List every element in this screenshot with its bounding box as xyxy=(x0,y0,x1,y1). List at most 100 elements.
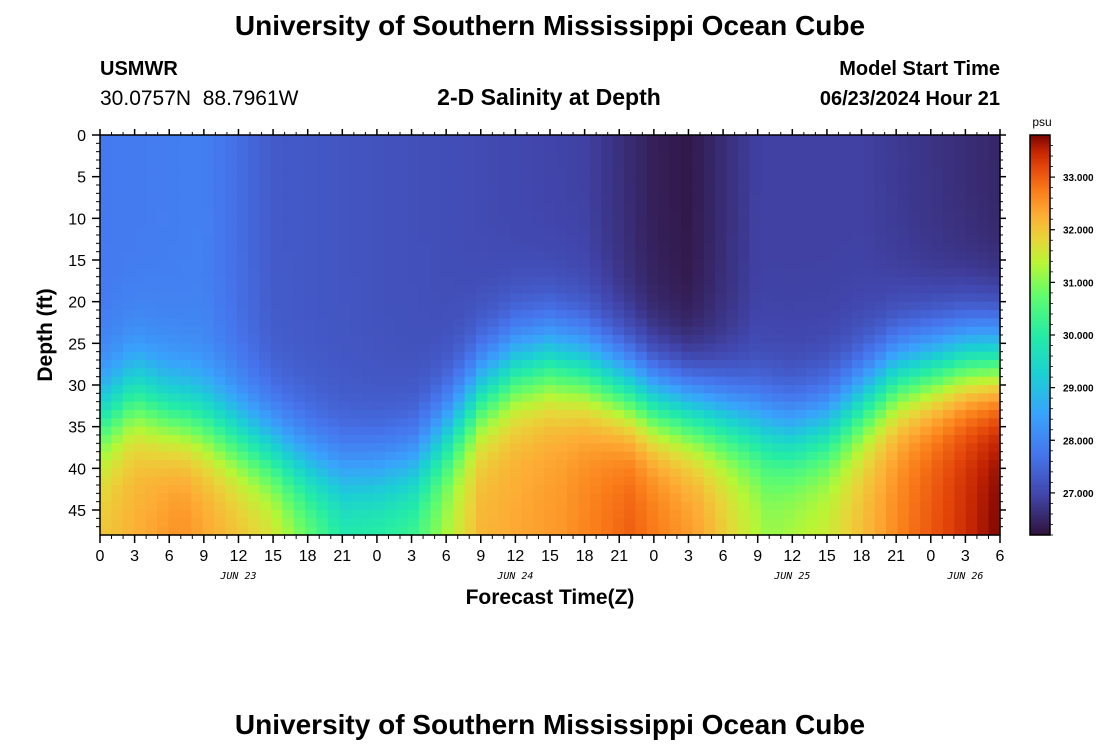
heat-cell xyxy=(977,468,990,478)
heat-cell xyxy=(772,168,785,178)
heat-cell xyxy=(760,185,773,194)
heat-cell xyxy=(601,143,614,153)
heat-cell xyxy=(122,193,135,203)
heat-cell xyxy=(567,293,580,303)
heat-cell xyxy=(658,401,671,411)
heat-cell xyxy=(510,360,523,369)
heat-cell xyxy=(908,143,921,153)
heat-cell xyxy=(794,301,807,311)
heat-cell xyxy=(111,276,124,286)
heat-cell xyxy=(145,260,158,269)
heat-cell xyxy=(624,468,637,478)
heat-cell xyxy=(270,243,283,253)
heat-cell xyxy=(191,335,204,344)
heat-cell xyxy=(646,176,659,186)
heat-cell xyxy=(282,326,295,336)
heat-cell xyxy=(430,385,443,394)
heat-cell xyxy=(840,401,853,411)
heat-cell xyxy=(327,426,340,436)
heat-cell xyxy=(578,235,591,244)
heat-cell xyxy=(384,426,397,436)
heat-cell xyxy=(270,476,283,486)
heat-cell xyxy=(122,235,135,244)
heat-cell xyxy=(191,210,204,219)
heat-cell xyxy=(749,318,762,328)
heat-cell xyxy=(521,385,534,394)
heat-cell xyxy=(213,343,226,353)
heat-cell xyxy=(703,151,716,161)
heat-cell xyxy=(760,385,773,394)
heat-cell xyxy=(430,376,443,386)
heat-cell xyxy=(453,135,466,144)
heat-cell xyxy=(772,435,785,444)
heat-cell xyxy=(874,285,887,294)
heat-cell xyxy=(772,310,785,319)
heat-cell xyxy=(578,135,591,144)
heat-cell xyxy=(282,251,295,261)
heat-cell xyxy=(498,301,511,311)
heat-cell xyxy=(555,510,568,519)
heat-cell xyxy=(293,368,306,378)
heat-cell xyxy=(726,135,739,144)
heat-cell xyxy=(487,335,500,344)
heat-cell xyxy=(259,376,272,386)
heat-cell xyxy=(635,201,648,211)
heat-cell xyxy=(749,276,762,286)
heat-cell xyxy=(817,476,830,486)
heat-cell xyxy=(487,176,500,186)
heat-cell xyxy=(874,251,887,261)
heat-cell xyxy=(681,460,693,469)
heat-cell xyxy=(248,310,261,319)
heat-cell xyxy=(920,260,933,269)
heat-cell xyxy=(134,285,147,294)
heat-cell xyxy=(578,410,591,419)
heat-cell xyxy=(965,201,978,211)
heat-cell xyxy=(897,243,910,253)
heat-cell xyxy=(213,510,226,519)
heat-cell xyxy=(407,493,420,503)
heat-cell xyxy=(863,226,876,236)
heat-cell xyxy=(510,368,523,378)
heat-cell xyxy=(168,285,181,294)
heat-cell xyxy=(567,160,580,169)
heat-cell xyxy=(327,293,340,303)
heat-cell xyxy=(396,493,409,503)
heat-cell xyxy=(145,518,158,528)
heat-cell xyxy=(965,135,978,144)
heat-cell xyxy=(783,218,796,228)
heat-cell xyxy=(601,410,614,419)
heat-cell xyxy=(726,451,739,461)
heat-cell xyxy=(510,410,523,419)
heat-cell xyxy=(612,401,625,411)
heat-cell xyxy=(555,451,568,461)
heat-cell xyxy=(589,385,602,394)
heat-cell xyxy=(943,460,956,469)
heat-cell xyxy=(350,310,363,319)
heat-cell xyxy=(977,151,990,161)
heat-cell xyxy=(965,351,978,361)
heat-cell xyxy=(510,435,523,444)
heat-cell xyxy=(806,343,819,353)
heat-cell xyxy=(567,268,580,278)
heat-cell xyxy=(532,318,545,328)
heat-cell xyxy=(384,268,397,278)
heat-cell xyxy=(248,360,261,369)
heat-cell xyxy=(384,460,397,469)
heat-cell xyxy=(635,185,648,194)
heat-cell xyxy=(362,435,375,444)
heat-cell xyxy=(202,476,215,486)
heat-cell xyxy=(601,343,614,353)
heat-cell xyxy=(703,193,716,203)
heat-cell xyxy=(327,326,340,336)
heat-cell xyxy=(259,418,272,428)
heat-cell xyxy=(897,451,910,461)
heat-cell xyxy=(396,251,409,261)
heat-cell xyxy=(783,168,796,178)
heat-cell xyxy=(920,518,933,528)
heat-cell xyxy=(817,376,830,386)
heat-cell xyxy=(111,243,124,253)
heat-cell xyxy=(100,143,112,153)
heat-cell xyxy=(567,418,580,428)
heat-cell xyxy=(737,518,750,528)
heat-cell xyxy=(156,518,169,528)
